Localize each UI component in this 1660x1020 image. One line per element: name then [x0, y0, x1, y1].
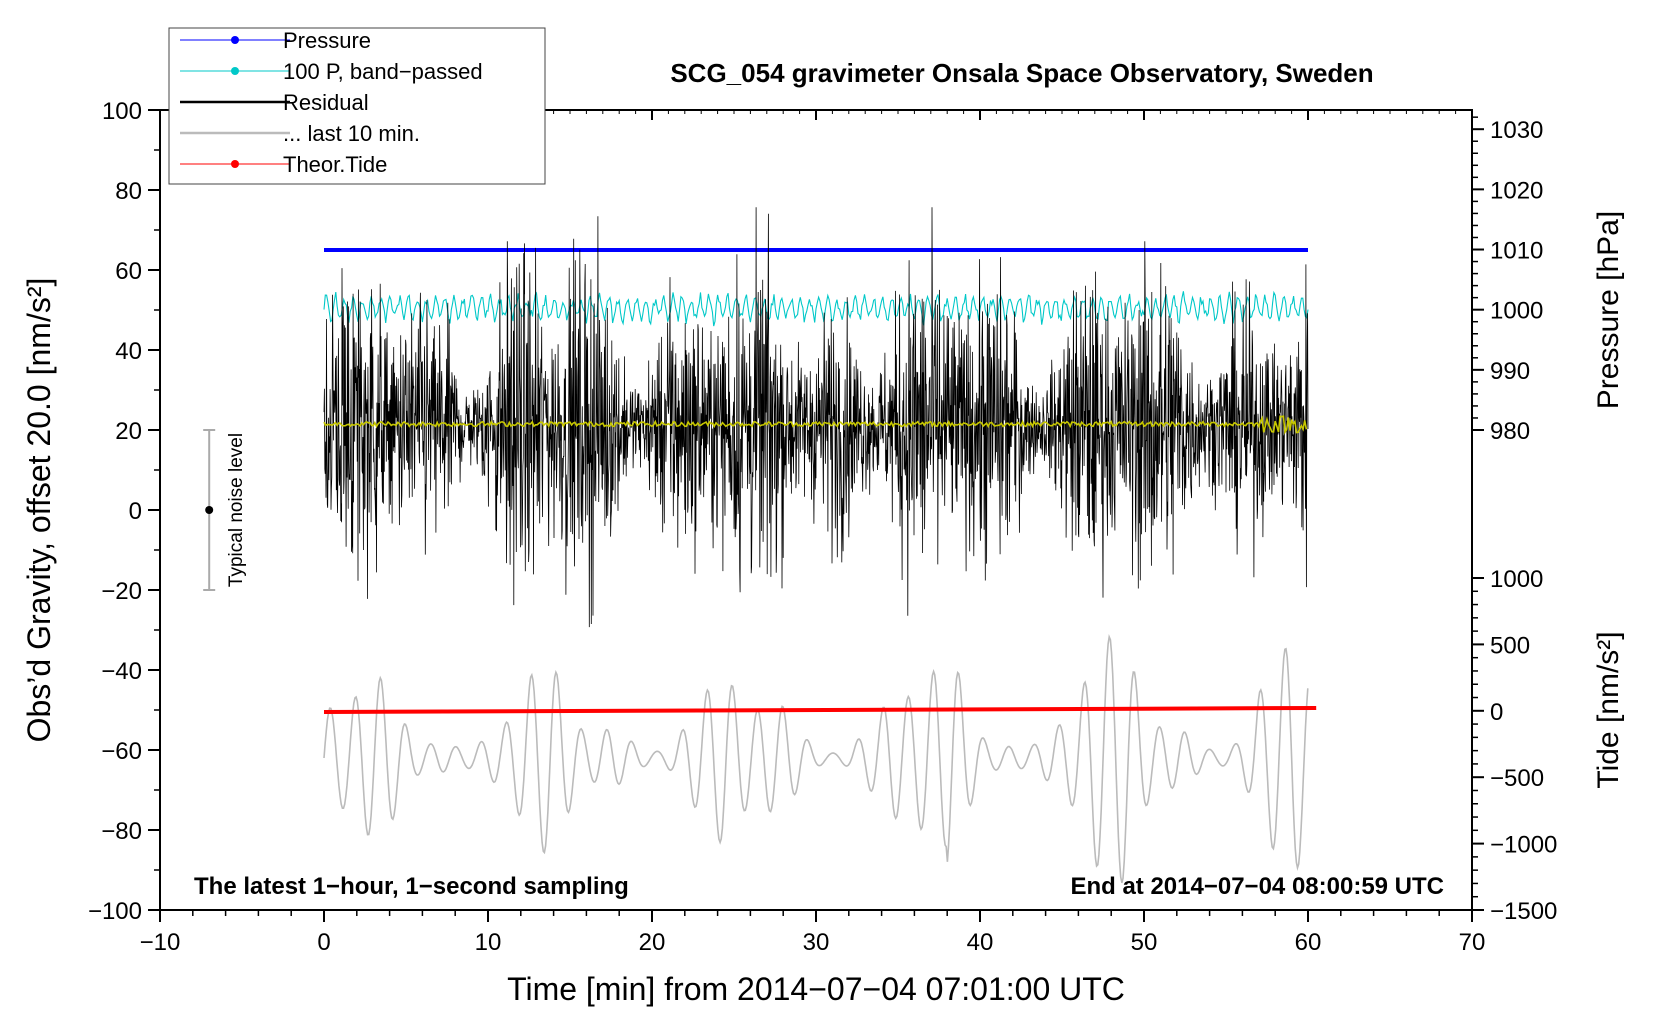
y-axis-pressure: 1030 1020 1010 1000 990 980 — [1472, 116, 1543, 445]
pressure-tick-label: 1000 — [1490, 298, 1543, 325]
y-tick-label: −100 — [88, 898, 142, 925]
plot-frame — [159, 109, 1473, 911]
noise-bar-label: Typical noise level — [226, 433, 247, 587]
series-theoretical-tide — [323, 706, 1317, 714]
legend-label: Theor.Tide — [283, 152, 387, 177]
y-tick-label: 40 — [115, 338, 142, 365]
pressure-tick-label: 980 — [1490, 418, 1530, 445]
pressure-tick-label: 1010 — [1490, 238, 1543, 265]
legend: Pressure 100 P, band−passed Residual ... la… — [168, 27, 546, 185]
tide-tick-label: 500 — [1490, 632, 1530, 659]
y-tick-label: 80 — [115, 178, 142, 205]
series-band-passed-pressure — [323, 290, 1309, 327]
x-axis-label: Time [min] from 2014−07−04 07:01:00 UTC — [507, 971, 1125, 1007]
y-tick-label: −40 — [101, 658, 142, 685]
series-last-10-min — [323, 634, 1309, 884]
tide-tick-label: 0 — [1490, 699, 1503, 726]
legend-label: ... last 10 min. — [283, 121, 420, 146]
x-tick-label: 30 — [803, 929, 830, 956]
x-tick-label: 50 — [1131, 929, 1158, 956]
legend-marker — [231, 67, 239, 75]
x-tick-label: 20 — [639, 929, 666, 956]
annotation-end-time: End at 2014−07−04 08:00:59 UTC — [1070, 873, 1444, 900]
y-axis-left: 100 80 60 40 20 0 −20 −40 −60 −80 −100 — [88, 98, 160, 925]
x-tick-label: 0 — [317, 929, 330, 956]
y-tick-label: −60 — [101, 738, 142, 765]
y-axis-pressure-label: Pressure [hPa] — [1592, 211, 1625, 409]
legend-box — [168, 27, 546, 185]
y-tick-label: 0 — [129, 498, 142, 525]
legend-marker — [231, 160, 239, 168]
x-tick-label: 60 — [1295, 929, 1322, 956]
tide-tick-label: −1000 — [1490, 832, 1557, 859]
y-tick-label: −80 — [101, 818, 142, 845]
y-axis-tide-label: Tide [nm/s²] — [1592, 631, 1625, 788]
chart-title: SCG_054 gravimeter Onsala Space Observat… — [670, 58, 1373, 88]
noise-bar-center-dot — [205, 506, 214, 514]
legend-label: 100 P, band−passed — [283, 59, 483, 84]
x-tick-label: 70 — [1459, 929, 1486, 956]
legend-label: Pressure — [283, 28, 371, 53]
y-axis-left-label: Obs’d Gravity, offset 20.0 [nm/s²] — [21, 278, 57, 743]
legend-label: Residual — [283, 90, 369, 115]
pressure-tick-label: 1030 — [1490, 117, 1543, 144]
pressure-tick-label: 1020 — [1490, 177, 1543, 204]
y-tick-label: 60 — [115, 258, 142, 285]
series-layer — [323, 207, 1317, 884]
x-tick-label: 40 — [967, 929, 994, 956]
y-axis-tide: 1000 500 0 −500 −1000 −1500 — [1472, 566, 1557, 925]
tide-tick-label: −1500 — [1490, 898, 1557, 925]
x-axis: −10 0 10 20 30 40 50 60 70 — [140, 110, 1486, 956]
y-tick-label: 20 — [115, 418, 142, 445]
tide-tick-label: 1000 — [1490, 566, 1543, 593]
x-tick-label: 10 — [475, 929, 502, 956]
series-residual-smoothed — [323, 415, 1308, 435]
y-tick-label: −20 — [101, 578, 142, 605]
noise-level-bar: Typical noise level — [203, 429, 247, 591]
legend-marker — [231, 36, 239, 44]
annotation-sampling: The latest 1−hour, 1−second sampling — [194, 873, 629, 900]
tide-tick-label: −500 — [1490, 765, 1544, 792]
y-tick-label: 100 — [102, 98, 142, 125]
pressure-tick-label: 990 — [1490, 358, 1530, 385]
series-residual — [323, 207, 1309, 628]
x-tick-label: −10 — [140, 929, 181, 956]
